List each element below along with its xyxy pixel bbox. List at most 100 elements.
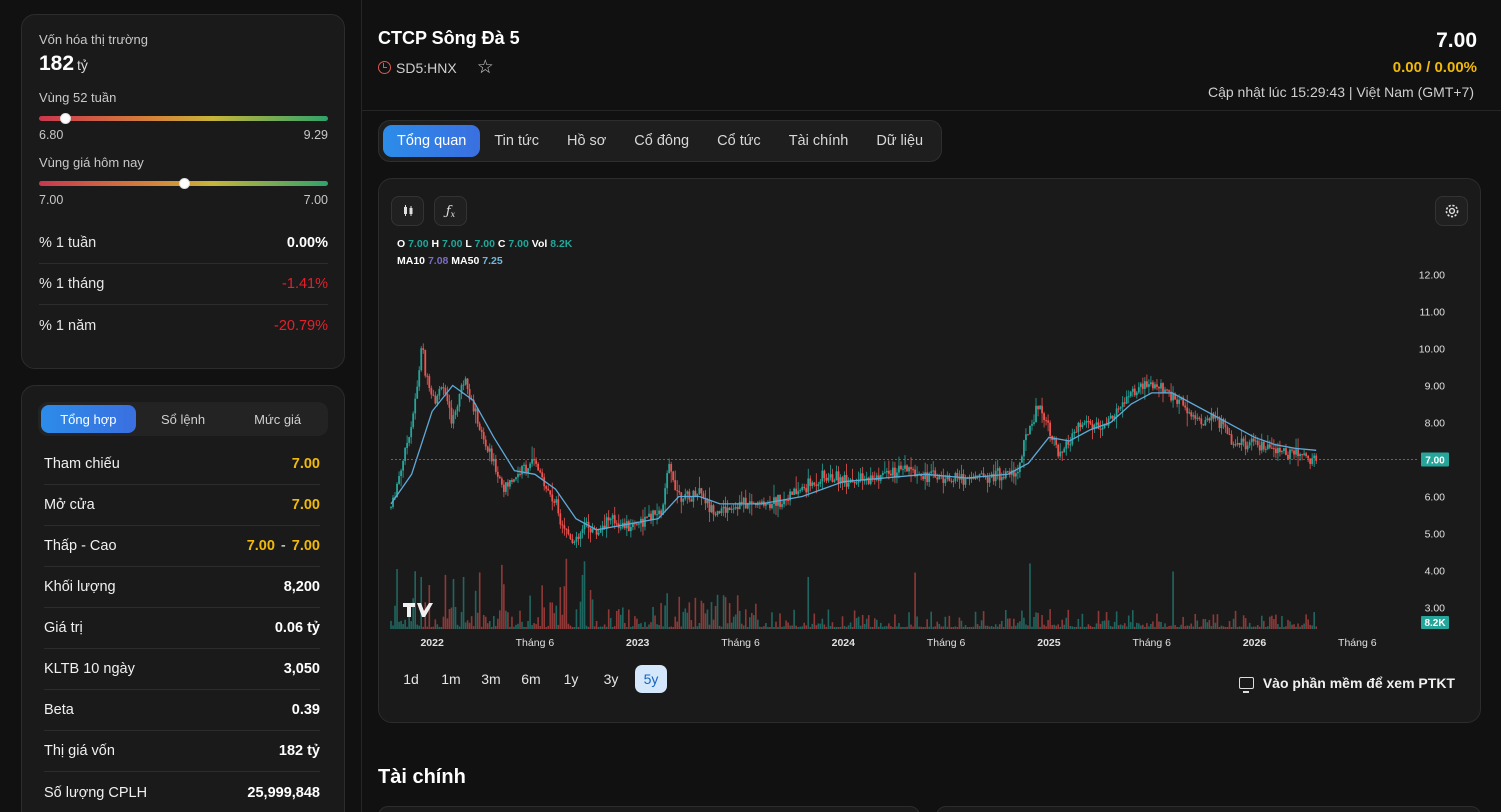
quote-value: 3,050 [283,661,320,677]
volume-bar [920,626,922,629]
candle-body [1107,418,1110,426]
candle-body [769,503,771,509]
volume-bar [994,624,997,629]
volume-bar [490,626,493,629]
quote-value: 25,999,848 [247,784,320,801]
candle-body [712,505,715,515]
x-tick-label: Tháng 6 [516,637,555,649]
legend-ma50-label: MA50 [451,255,480,267]
volume-bar [869,626,872,629]
candle-body [430,387,433,395]
range-3m[interactable]: 3m [481,671,501,687]
volume-bar [603,624,606,629]
volume-bar [1069,625,1072,629]
candle-body [1035,405,1037,423]
range-6m[interactable]: 6m [521,671,541,687]
tab-dividends[interactable]: Cổ tức [717,133,761,149]
volume-bar [601,626,604,629]
quote-tab-price-levels[interactable]: Mức giá [254,411,302,427]
candle-body [1291,449,1293,451]
candle-body [1095,422,1098,425]
volume-bar [1210,626,1213,629]
volume-bar [1236,626,1239,629]
range-1y[interactable]: 1y [563,671,579,687]
volume-bar [563,586,566,629]
candle-body [1061,451,1064,453]
tradingview-logo-icon [403,603,433,617]
candle-body [521,465,523,475]
x-tick-label: 2024 [832,637,856,649]
quote-row-shares: Số lượng CPLH 25,999,848 [44,772,320,812]
tab-news[interactable]: Tin tức [494,133,539,149]
price-chart[interactable]: 12.00 11.00 10.00 9.00 8.00 7.00 6.00 5.00 4.00 3… [379,179,1482,659]
tab-data[interactable]: Dữ liệu [876,133,924,149]
candle-body [1180,397,1183,400]
volume-bar [714,605,717,629]
volume-bar [1172,571,1174,629]
volume-bar [1180,624,1182,629]
gear-icon[interactable] [1435,196,1468,226]
ma-line [390,384,1317,531]
volume-bar [690,620,693,629]
candle-body [914,469,916,477]
candle-body [1234,444,1237,446]
candle-body [1143,381,1146,389]
quote-tab-orderbook[interactable]: Sổ lệnh [160,411,206,427]
volume-bar [1212,614,1215,629]
range-1d[interactable]: 1d [403,671,419,687]
volume-bar [418,625,421,629]
quote-tab-summary[interactable]: Tổng hợp [41,405,136,433]
candle-body [1006,471,1009,473]
volume-bar [769,626,771,629]
range-52w-bar [39,113,328,124]
volume-bar [666,593,668,629]
candle-body [462,384,465,386]
volume-bar [1208,619,1211,629]
candle-body [1093,424,1096,429]
range-3y[interactable]: 3y [603,671,619,687]
candle-body [1164,389,1166,394]
candle-body [517,473,519,478]
candle-body [591,528,594,533]
x-tick-label: 2025 [1037,637,1061,649]
volume-bar [626,626,628,629]
tab-finance[interactable]: Tài chính [788,133,849,149]
volume-bar [480,626,483,629]
volume-bar [1176,626,1178,629]
candle-body [529,463,531,469]
ptkt-link[interactable]: Vào phần mềm để xem PTKT [1238,675,1455,693]
volume-bar [585,625,588,629]
star-icon[interactable]: ☆ [476,57,494,78]
volume-bar [1140,625,1142,629]
range-5y[interactable]: 5y [635,665,667,693]
legend-vol-label: Vol [531,238,548,250]
legend-l-label: L [465,238,472,250]
candle-body [460,385,463,394]
range-1m[interactable]: 1m [441,671,461,687]
tab-overview[interactable]: Tổng quan [383,125,481,157]
candle-body [509,480,511,487]
candle-body [557,499,560,514]
candle-body [519,473,521,475]
volume-bar [624,622,626,629]
volume-bar [912,626,914,629]
volume-bar [505,610,507,629]
candle-body [1196,417,1199,419]
tab-shareholders[interactable]: Cổ đông [634,133,690,149]
volume-bar [438,626,441,629]
volume-bar [1055,625,1057,629]
candle-body [1152,382,1154,389]
volume-bar [823,624,826,629]
candle-body [1232,444,1235,446]
volume-bar [718,625,721,629]
candle-body [894,467,896,478]
candle-body [1220,418,1223,429]
candlestick-icon[interactable] [391,196,424,226]
candle-body [833,480,836,482]
tab-profile[interactable]: Hồ sơ [566,133,607,149]
volume-bar [801,626,803,629]
volume-bar [484,616,487,629]
candle-body [414,398,417,414]
quote-value: 0.06 tỷ [274,620,320,636]
